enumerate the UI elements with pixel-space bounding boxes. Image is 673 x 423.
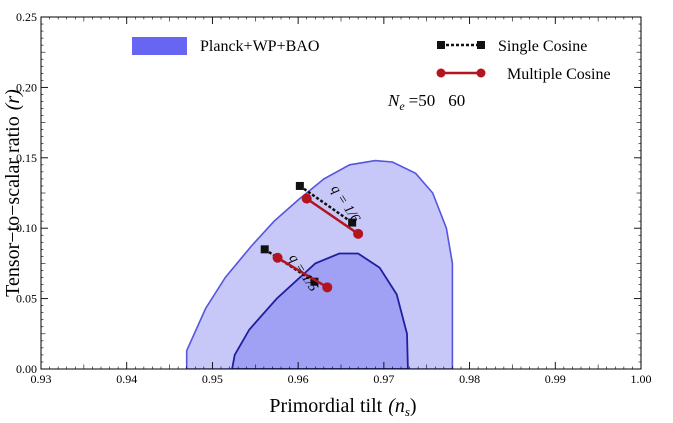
y-tick-label: 0.15 — [16, 151, 37, 165]
x-tick-label: 0.96 — [288, 372, 309, 386]
multiple-cosine-marker — [322, 282, 333, 293]
x-tick-label: 0.94 — [116, 372, 137, 386]
legend-single-marker-right — [477, 41, 485, 49]
x-tick-label: 0.93 — [31, 372, 52, 386]
y-tick-label: 0.05 — [16, 292, 37, 306]
y-tick-label: 0.10 — [16, 221, 37, 235]
y-axis-symbol: (r) — [2, 89, 24, 110]
x-axis-symbol-open: (n — [388, 395, 405, 417]
y-tick-label: 0.20 — [16, 80, 37, 94]
y-axis-title: Tensor−to−scalar ratio (r) — [2, 89, 24, 297]
single-cosine-marker — [260, 245, 269, 254]
legend-multiple-marker-left — [436, 68, 446, 78]
x-axis-symbol-close: ) — [410, 395, 417, 417]
legend-single-marker-left — [437, 41, 445, 49]
legend-region-swatch — [132, 37, 187, 55]
y-axis-label: Tensor−to−scalar ratio — [2, 116, 24, 297]
series-layer — [260, 181, 364, 293]
x-axis-label: Primordial tilt — [269, 395, 382, 417]
single-cosine-marker — [310, 277, 319, 286]
x-tick-label: 0.98 — [459, 372, 480, 386]
multiple-cosine-marker — [353, 228, 364, 239]
multiple-cosine-marker — [272, 252, 283, 263]
ne-second: 60 — [448, 91, 465, 110]
single-cosine-marker — [295, 181, 304, 190]
x-tick-label: 0.95 — [202, 372, 223, 386]
ne-eq: =50 — [409, 91, 436, 110]
contour-68-region — [231, 252, 409, 369]
ne-symbol: N — [387, 91, 401, 110]
x-axis-title: Primordial tilt (ns) — [269, 395, 416, 419]
y-tick-label: 0.00 — [16, 362, 37, 376]
single-cosine-line — [299, 184, 353, 224]
x-tick-label: 1.00 — [631, 372, 652, 386]
legend-region-label: Planck+WP+BAO — [200, 38, 319, 55]
axis-ticks — [40, 16, 642, 370]
multiple-cosine-line — [276, 256, 328, 289]
ne-sub: e — [399, 99, 405, 113]
legend-multiple-marker-right — [476, 68, 486, 78]
x-tick-label: 0.99 — [545, 372, 566, 386]
legend-single-label: Single Cosine — [498, 38, 587, 55]
single-cosine-marker — [348, 218, 357, 227]
y-tick-label: 0.25 — [16, 10, 37, 24]
ne-annotation: Ne =50 60 — [387, 91, 465, 113]
x-axis-symbol-sub: s — [405, 404, 410, 419]
multiple-cosine-line — [306, 197, 359, 235]
x-tick-labels: 0.93 0.94 0.95 0.96 0.97 0.98 0.99 1.00 — [31, 372, 652, 386]
multiple-cosine-marker — [301, 193, 312, 204]
legend-multiple-label: Multiple Cosine — [507, 66, 611, 83]
x-tick-label: 0.97 — [373, 372, 394, 386]
y-tick-labels: 0.00 0.05 0.10 0.15 0.20 0.25 — [16, 10, 37, 376]
